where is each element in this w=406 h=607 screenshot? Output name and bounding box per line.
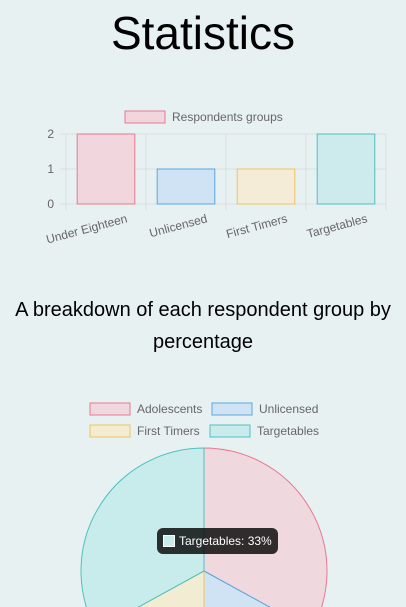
y-tick-label: 2: [47, 127, 54, 141]
bar-first-timers: [236, 168, 296, 205]
pie-legend-swatch: [211, 402, 253, 416]
y-tick-label: 1: [47, 162, 54, 176]
pie-slice-unlicensed: [203, 570, 271, 607]
pie-legend-label: Unlicensed: [259, 402, 318, 416]
bar-targetables: [316, 133, 376, 205]
tooltip-text: Targetables: 33%: [179, 534, 272, 548]
y-tick-label: 0: [47, 197, 54, 211]
pie-legend-label: First Timers: [137, 424, 200, 438]
pie-legend-swatch: [89, 424, 131, 438]
pie-legend-swatch: [209, 424, 251, 438]
pie-legend-label: Targetables: [257, 424, 319, 438]
pie-tooltip: Targetables: 33%: [157, 528, 278, 554]
bar-unlicensed: [156, 168, 216, 205]
pie-legend-swatch: [89, 402, 131, 416]
bar-under-eighteen: [76, 133, 136, 205]
pie-legend-label: Adolescents: [137, 402, 202, 416]
legend-label-respondents: Respondents groups: [172, 110, 283, 124]
tooltip-swatch: [163, 535, 175, 547]
pie-slice-targetables: [80, 447, 205, 607]
breakdown-heading: A breakdown of each respondent group by …: [15, 299, 391, 353]
pie-slice-adolescents: [203, 447, 328, 607]
page-title: Statistics: [110, 7, 296, 59]
legend-swatch-respondents: [124, 110, 166, 124]
